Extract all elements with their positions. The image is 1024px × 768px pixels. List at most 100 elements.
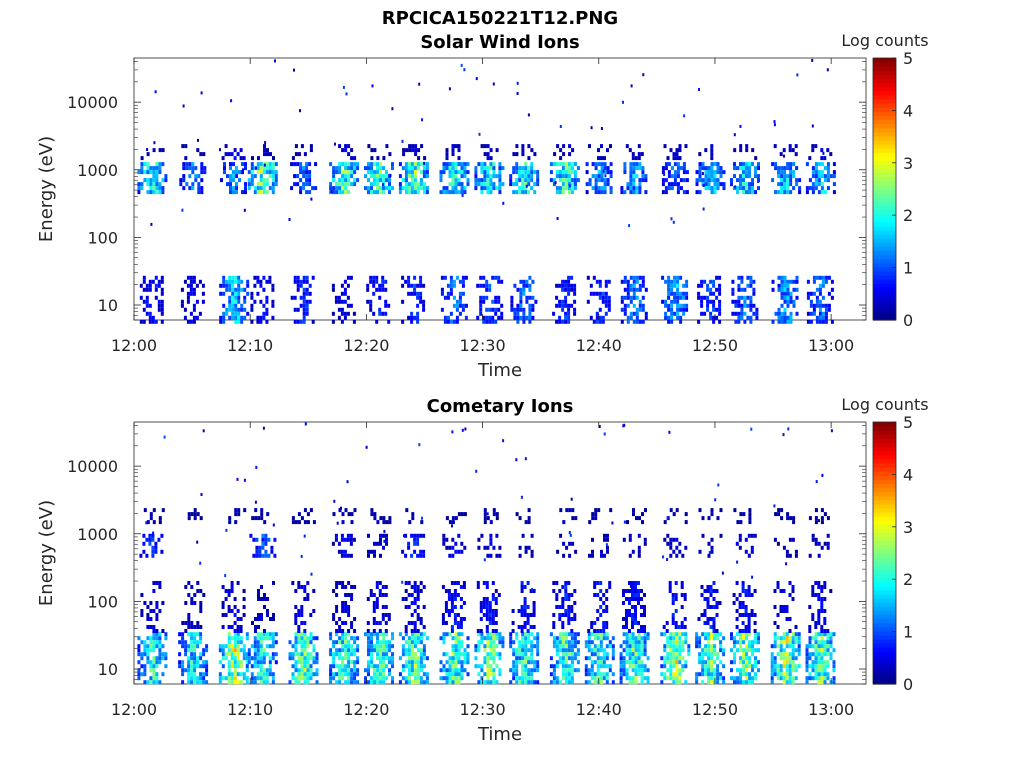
data-cell bbox=[353, 166, 357, 171]
data-cell bbox=[407, 644, 411, 649]
data-cell bbox=[737, 319, 741, 324]
data-cell bbox=[239, 625, 243, 629]
data-cell bbox=[265, 680, 269, 685]
data-cell bbox=[364, 186, 367, 191]
data-cell bbox=[234, 291, 238, 296]
data-cell bbox=[524, 664, 528, 669]
data-cell bbox=[634, 589, 637, 593]
data-cell bbox=[376, 190, 379, 195]
data-cell bbox=[259, 299, 263, 304]
data-cell bbox=[152, 508, 156, 513]
colorbar-segment bbox=[873, 299, 896, 305]
data-cell bbox=[712, 625, 716, 629]
data-cell bbox=[751, 575, 754, 579]
data-cell bbox=[218, 680, 222, 685]
data-cell bbox=[240, 303, 244, 308]
data-cell bbox=[379, 516, 383, 521]
data-cell bbox=[411, 512, 415, 517]
data-cell bbox=[751, 680, 754, 685]
data-cell bbox=[527, 636, 531, 641]
data-cell bbox=[200, 91, 203, 95]
data-cell bbox=[477, 680, 481, 685]
data-cell bbox=[451, 516, 455, 521]
data-cell bbox=[788, 680, 792, 685]
data-cell bbox=[410, 319, 414, 324]
data-cell bbox=[297, 668, 301, 673]
data-cell bbox=[479, 275, 483, 280]
data-cell bbox=[779, 656, 783, 661]
data-cell bbox=[780, 287, 784, 292]
data-cell bbox=[527, 113, 530, 117]
data-cell bbox=[243, 315, 247, 320]
data-cell bbox=[460, 549, 464, 554]
data-cell bbox=[235, 186, 238, 191]
data-cell bbox=[376, 680, 379, 685]
data-cell bbox=[152, 166, 156, 171]
data-cell bbox=[311, 186, 315, 191]
data-cell bbox=[733, 166, 736, 171]
data-cell bbox=[193, 656, 197, 661]
data-cell bbox=[719, 644, 723, 649]
data-cell bbox=[391, 162, 394, 167]
data-cell bbox=[594, 190, 598, 195]
colorbar-segment bbox=[873, 164, 896, 170]
data-cell bbox=[757, 162, 760, 167]
data-cell bbox=[747, 585, 751, 589]
data-cell bbox=[410, 553, 414, 558]
data-cell bbox=[695, 170, 699, 175]
data-cell bbox=[445, 148, 449, 153]
data-cell bbox=[598, 295, 602, 300]
data-cell bbox=[637, 589, 640, 593]
data-cell bbox=[567, 652, 571, 657]
data-cell bbox=[422, 625, 426, 629]
data-cell bbox=[814, 652, 818, 657]
data-cell bbox=[302, 299, 306, 304]
data-cell bbox=[625, 613, 628, 617]
data-cell bbox=[492, 170, 496, 175]
data-cell bbox=[792, 287, 796, 292]
data-cell bbox=[300, 648, 304, 653]
data-cell bbox=[593, 585, 597, 589]
data-cell bbox=[308, 174, 312, 179]
data-cell bbox=[344, 601, 348, 605]
data-cell bbox=[736, 178, 739, 183]
data-cell bbox=[704, 668, 708, 673]
data-cell bbox=[743, 303, 747, 308]
data-cell bbox=[533, 668, 537, 673]
data-cell bbox=[722, 636, 726, 641]
data-cell bbox=[422, 170, 426, 175]
data-cell bbox=[611, 648, 615, 653]
data-cell bbox=[586, 275, 590, 280]
data-cell bbox=[344, 656, 348, 661]
data-cell bbox=[308, 178, 312, 183]
data-cell bbox=[623, 162, 627, 167]
data-cell bbox=[379, 537, 382, 542]
data-cell bbox=[730, 182, 733, 187]
data-cell bbox=[824, 311, 828, 316]
data-cell bbox=[592, 319, 596, 324]
data-cell bbox=[413, 629, 417, 633]
data-cell bbox=[710, 156, 714, 161]
data-cell bbox=[416, 605, 420, 609]
data-cell bbox=[455, 299, 459, 304]
data-cell bbox=[308, 291, 312, 296]
data-cell bbox=[742, 640, 745, 645]
data-cell bbox=[152, 660, 156, 665]
data-cell bbox=[594, 162, 598, 167]
data-cell bbox=[480, 636, 484, 641]
data-cell bbox=[558, 613, 562, 617]
data-cell bbox=[794, 553, 798, 558]
data-cell bbox=[225, 287, 229, 292]
data-cell bbox=[181, 640, 185, 645]
data-cell bbox=[498, 640, 502, 645]
data-cell bbox=[561, 644, 565, 649]
data-cell bbox=[370, 676, 373, 681]
data-cell bbox=[152, 632, 156, 637]
data-cell bbox=[486, 182, 490, 187]
data-cell bbox=[272, 523, 275, 527]
data-cell bbox=[250, 295, 254, 300]
data-cell bbox=[234, 295, 238, 300]
data-cell bbox=[735, 597, 739, 601]
data-cell bbox=[486, 680, 490, 685]
data-cell bbox=[184, 585, 188, 589]
